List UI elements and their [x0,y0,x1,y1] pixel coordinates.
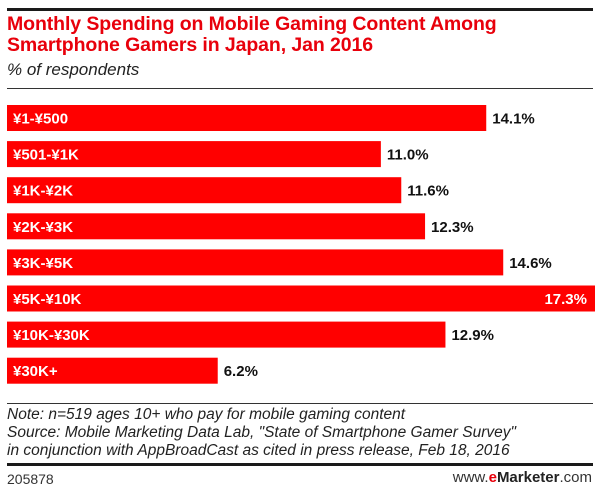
bar [7,141,381,168]
source-text-2: in conjunction with AppBroadCast as cite… [7,442,510,459]
value-label: 17.3% [544,291,587,308]
bar-group: ¥2K-¥3K 12.3% [7,213,474,240]
category-label: ¥501-¥1K [13,147,79,164]
value-label: 14.6% [509,255,552,272]
value-label: 11.6% [407,183,449,200]
bar [7,285,595,312]
category-label: ¥2K-¥3K [13,219,73,236]
brand-prefix: www. [452,469,489,486]
footer-rule [7,463,593,466]
header-divider [7,88,593,89]
bar [7,249,504,276]
chart-title: Monthly Spending on Mobile Gaming Conten… [7,13,497,56]
bar [7,321,446,348]
bar [7,213,426,240]
notes-block: Note: n=519 ages 10+ who pay for mobile … [7,406,516,460]
source-text-1: Source: Mobile Marketing Data Lab, "Stat… [7,424,516,441]
bar-group: ¥3K-¥5K 14.6% [7,249,552,276]
bar [7,357,218,384]
value-label: 14.1% [492,111,535,128]
bar-group: ¥30K+ 6.2% [7,357,258,384]
brand-name: Marketer [496,469,560,486]
bar-chart: ¥1-¥500 14.1% ¥501-¥1K 11.0% ¥1K-¥2K 11.6% ¥2K… [7,105,595,384]
bar-group: ¥5K-¥10K 17.3% [7,285,595,312]
category-label: ¥5K-¥10K [13,291,82,308]
note-text: Note: n=519 ages 10+ who pay for mobile … [7,406,406,423]
chart-subtitle: % of respondents [7,60,140,79]
value-label: 11.0% [387,147,429,164]
bar-group: ¥501-¥1K 11.0% [7,141,429,168]
brand-logo: www.eMarketer.com [453,469,592,486]
category-label: ¥1K-¥2K [13,183,73,200]
category-label: ¥30K+ [13,363,58,380]
value-label: 12.3% [431,219,474,236]
bar-group: ¥1-¥500 14.1% [7,105,535,131]
value-label: 6.2% [224,363,258,380]
bar [7,105,487,131]
bar [7,177,402,204]
top-rule [7,8,593,11]
chart-id: 205878 [7,471,54,487]
category-label: ¥1-¥500 [13,111,68,128]
brand-suffix: .com [559,469,592,486]
notes-divider [7,403,593,404]
brand-e: e [488,469,497,486]
category-label: ¥3K-¥5K [13,255,73,272]
bar-group: ¥1K-¥2K 11.6% [7,177,449,204]
value-label: 12.9% [451,327,494,344]
bar-group: ¥10K-¥30K 12.9% [7,321,494,348]
category-label: ¥10K-¥30K [13,327,90,344]
